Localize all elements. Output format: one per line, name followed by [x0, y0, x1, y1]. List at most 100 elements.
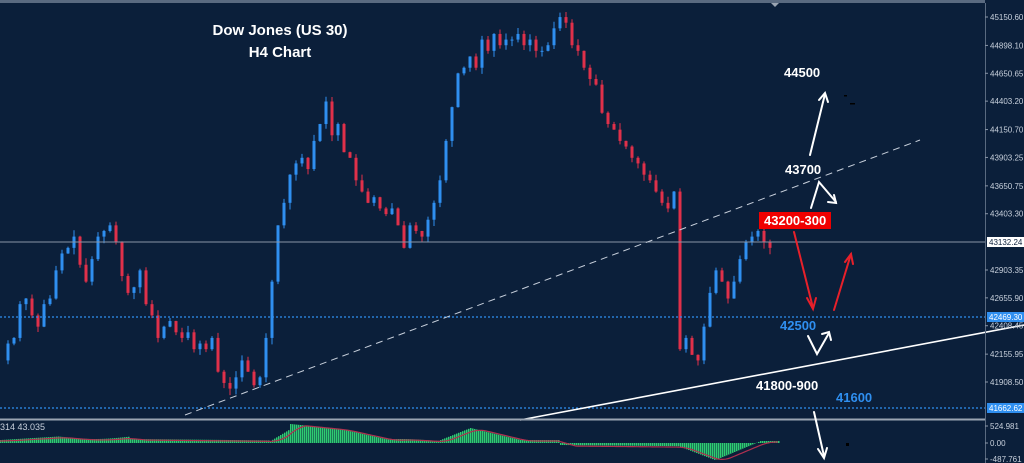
histogram-bar — [572, 443, 574, 446]
candle-body — [228, 382, 232, 389]
candle-body — [684, 337, 688, 350]
histogram-bar — [292, 424, 294, 443]
candle-body — [180, 332, 184, 338]
histogram-bar — [522, 440, 524, 443]
histogram-bar — [660, 443, 662, 446]
chart-title-line2: H4 Chart — [248, 44, 312, 61]
candle-body — [666, 202, 670, 209]
candle-body — [462, 67, 466, 74]
candle-body — [336, 124, 340, 136]
price-tick-label: 43403.30 — [990, 210, 1024, 219]
candle-body — [456, 73, 460, 108]
histogram-bar — [190, 439, 192, 443]
candle-body — [534, 39, 538, 51]
candle-body — [660, 191, 664, 203]
candle-body — [744, 242, 748, 260]
histogram-bar — [422, 439, 424, 443]
histogram-bar — [670, 443, 672, 447]
histogram-bar — [208, 439, 210, 443]
histogram-bar — [352, 431, 354, 443]
histogram-bar — [52, 436, 54, 443]
histogram-bar — [80, 438, 82, 443]
histogram-bar — [176, 439, 178, 443]
histogram-bar — [350, 431, 352, 443]
histogram-bar — [186, 439, 188, 443]
histogram-bar — [768, 441, 770, 443]
candle-body — [102, 230, 106, 237]
histogram-bar — [28, 438, 30, 443]
candle-body — [702, 326, 706, 361]
histogram-bar — [68, 437, 70, 443]
price-tick-label: 42408.45 — [990, 322, 1024, 331]
chart-title-line1: Dow Jones (US 30) — [212, 22, 348, 39]
scroll-marker-icon[interactable] — [771, 3, 779, 7]
dashed-trendline[interactable] — [184, 139, 921, 416]
histogram-bar — [308, 425, 310, 443]
histogram-bar — [630, 443, 632, 446]
histogram-bar — [726, 443, 728, 456]
histogram-bar — [624, 443, 626, 446]
histogram-bar — [102, 438, 104, 443]
histogram-bar — [118, 437, 120, 443]
histogram-bar — [592, 443, 594, 446]
candle-body — [318, 124, 322, 141]
candle-body — [288, 174, 292, 203]
histogram-bar — [636, 443, 638, 446]
histogram-bar — [654, 443, 656, 446]
candle-body — [18, 304, 22, 338]
histogram-bar — [688, 443, 690, 451]
candle-body — [204, 343, 208, 350]
candle-body — [342, 124, 346, 153]
histogram-bar — [150, 439, 152, 443]
candle-body — [444, 140, 448, 181]
histogram-bar — [482, 430, 484, 443]
price-axis[interactable]: 45150.60 44898.10 44650.65 44403.20 44150.70… — [985, 13, 1024, 463]
histogram-bar — [58, 436, 60, 443]
candle-body — [672, 191, 676, 209]
histogram-bar — [342, 429, 344, 443]
histogram-bar — [122, 437, 124, 443]
candle-body — [60, 253, 64, 271]
histogram-bar — [172, 439, 174, 443]
histogram-bar — [562, 443, 564, 446]
histogram-bar — [100, 438, 102, 443]
candle-body — [480, 39, 484, 68]
histogram-bar — [400, 439, 402, 443]
histogram-bar — [200, 439, 202, 443]
histogram-bar — [20, 438, 22, 443]
histogram-bar — [750, 443, 752, 446]
histogram-bar — [616, 443, 618, 446]
candle-body — [282, 202, 286, 226]
histogram-bar — [372, 436, 374, 443]
histogram-bar — [50, 437, 52, 443]
histogram-bar — [96, 438, 98, 443]
histogram-bar — [202, 439, 204, 443]
histogram-bar — [158, 439, 160, 443]
histogram-bar — [98, 438, 100, 443]
histogram-bar — [136, 439, 138, 443]
histogram-bar — [62, 436, 64, 443]
histogram-bar — [340, 429, 342, 443]
histogram-bar — [584, 443, 586, 446]
candle-body — [564, 17, 568, 23]
histogram-bar — [622, 443, 624, 446]
histogram-bar — [752, 443, 754, 445]
candle-body — [108, 225, 112, 231]
level-badge-1-bg — [987, 312, 1024, 322]
histogram-bar — [26, 438, 28, 443]
annotation-current-zone: 43200-300 — [759, 212, 832, 229]
histogram-bar — [646, 443, 648, 446]
histogram-bar — [504, 436, 506, 443]
candle-body — [168, 321, 172, 327]
solid-trendline[interactable] — [519, 324, 1024, 421]
histogram-bar — [356, 432, 358, 443]
histogram-bar — [416, 439, 418, 443]
histogram-bar — [430, 440, 432, 443]
histogram-bar — [590, 443, 592, 446]
price-tick-label: 45150.60 — [990, 13, 1024, 22]
histogram-bar — [216, 439, 218, 443]
histogram-bar — [126, 436, 128, 443]
indicator-tick-label: -487.761 — [990, 455, 1022, 463]
candle-body — [714, 270, 718, 293]
